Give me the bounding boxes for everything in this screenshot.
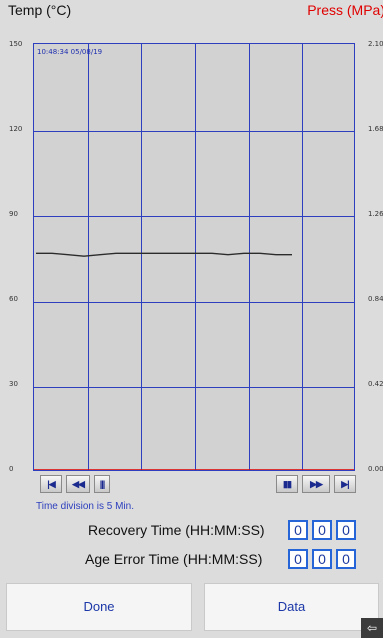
right-tick-label: 0.42	[368, 380, 383, 388]
left-tick-label: 30	[9, 380, 18, 388]
done-button[interactable]: Done	[6, 583, 192, 631]
rewind-button[interactable]: ◀◀	[66, 475, 90, 493]
first-button[interactable]: |◀	[40, 475, 62, 493]
last-button[interactable]: ▶|	[334, 475, 356, 493]
back-arrow-icon[interactable]: ⇦	[361, 618, 383, 638]
right-tick-label: 2.10	[368, 40, 383, 48]
left-tick-label: 90	[9, 210, 18, 218]
recovery-mm-field[interactable]: 0	[312, 520, 332, 540]
right-tick-label: 0.00	[368, 465, 383, 473]
left-tick-label: 0	[9, 465, 14, 473]
recovery-hh-field[interactable]: 0	[288, 520, 308, 540]
right-tick-label: 0.84	[368, 295, 383, 303]
chart-plot-area	[34, 44, 354, 470]
press-axis-title: Press (MPa)	[307, 2, 383, 18]
right-tick-label: 1.26	[368, 210, 383, 218]
left-tick-label: 120	[9, 125, 23, 133]
right-tick-label: 1.68	[368, 125, 383, 133]
age-error-ss-field[interactable]: 0	[336, 549, 356, 569]
left-tick-label: 150	[9, 40, 23, 48]
scrub-handle[interactable]: |||	[94, 475, 110, 493]
data-button[interactable]: Data	[204, 583, 379, 631]
pause-button[interactable]: ▮▮	[276, 475, 298, 493]
age-error-time-label: Age Error Time (HH:MM:SS)	[85, 551, 263, 567]
time-division-label: Time division is 5 Min.	[36, 501, 134, 512]
trend-chart: 10:48:34 05/08/19	[33, 43, 355, 471]
forward-button[interactable]: ▶▶	[302, 475, 330, 493]
age-error-mm-field[interactable]: 0	[312, 549, 332, 569]
left-tick-label: 60	[9, 295, 18, 303]
recovery-ss-field[interactable]: 0	[336, 520, 356, 540]
age-error-hh-field[interactable]: 0	[288, 549, 308, 569]
chart-timestamp: 10:48:34 05/08/19	[37, 48, 103, 56]
temp-axis-title: Temp (°C)	[8, 2, 72, 18]
recovery-time-label: Recovery Time (HH:MM:SS)	[88, 522, 265, 538]
temperature-series-line	[36, 252, 292, 257]
